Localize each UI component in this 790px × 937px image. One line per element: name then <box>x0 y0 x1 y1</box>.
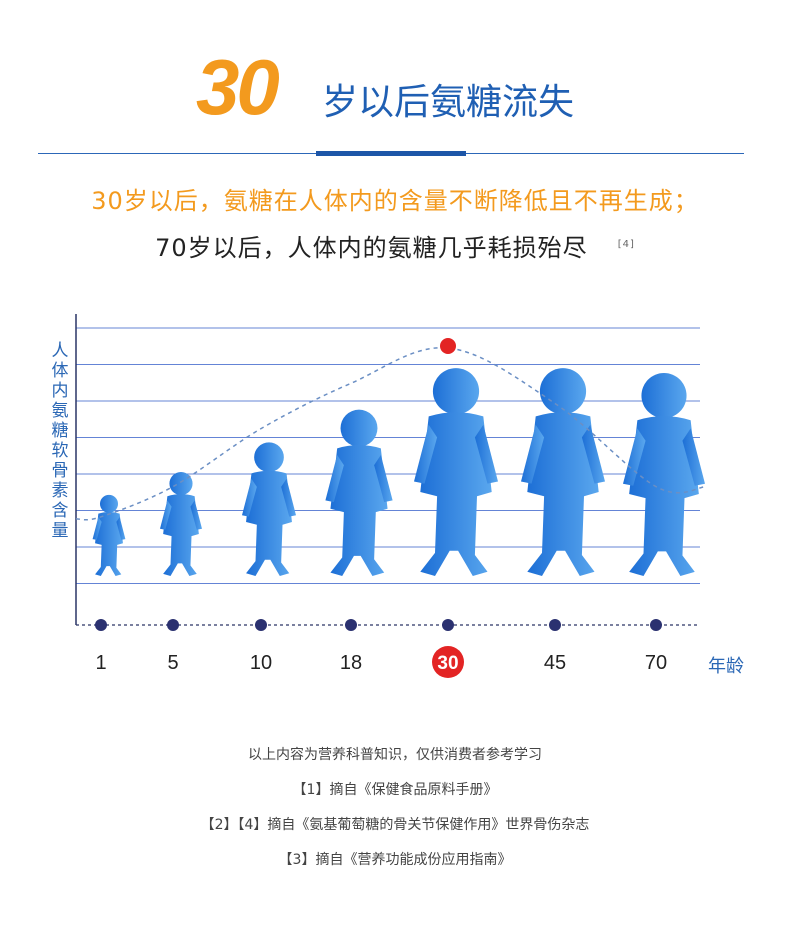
x-tick-label: 70 <box>645 652 667 674</box>
person-silhouette <box>242 442 296 576</box>
grid-lines <box>76 327 700 584</box>
subtitle-dark-text: 70岁以后，人体内的氨糖几乎耗损殆尽 <box>155 234 588 262</box>
footnote: 【3】摘自《营养功能成份应用指南》 <box>278 852 512 868</box>
title: 30 岁以后氨糖流失 <box>0 40 790 150</box>
person-silhouette <box>623 373 705 576</box>
title-text: 岁以后氨糖流失 <box>322 82 575 123</box>
x-point-marker <box>549 619 561 631</box>
footnote: 【1】摘自《保健食品原料手册》 <box>292 782 498 798</box>
x-point-marker <box>255 619 267 631</box>
y-axis-label-char: 骨 <box>52 461 69 481</box>
axes <box>75 314 700 626</box>
subtitle-reference: [4] <box>617 239 635 250</box>
footnote: 以上内容为营养科普知识，仅供消费者参考学习 <box>248 747 542 763</box>
x-markers <box>95 619 662 631</box>
person-silhouette <box>325 409 393 576</box>
x-point-marker <box>442 619 454 631</box>
subtitle-orange: 30岁以后，氨糖在人体内的含量不断降低且不再生成； <box>91 187 699 215</box>
x-tick-label: 10 <box>250 652 272 674</box>
age-silhouettes <box>92 368 705 576</box>
x-tick-label: 30 <box>437 653 458 674</box>
x-axis-label: 年龄 <box>708 656 744 677</box>
person-silhouette <box>521 368 605 576</box>
x-point-marker <box>650 619 662 631</box>
x-tick-label: 1 <box>95 652 106 674</box>
x-point-marker <box>345 619 357 631</box>
highlight-badge <box>432 646 464 678</box>
person-silhouette <box>160 472 202 576</box>
title-divider-accent <box>316 151 466 156</box>
y-axis-label-char: 量 <box>52 521 69 541</box>
x-tick-labels: 1 5 10 18 30 45 70 <box>95 646 667 678</box>
person-silhouette <box>92 494 126 576</box>
y-axis-label-char: 内 <box>52 381 69 401</box>
x-tick-label: 18 <box>340 652 362 674</box>
x-point-marker <box>167 619 179 631</box>
y-axis-label-char: 糖 <box>52 421 69 441</box>
footnote: 【2】【4】摘自《氨基葡萄糖的骨关节保健作用》世界骨伤杂志 <box>200 817 590 833</box>
y-axis-label-char: 素 <box>52 481 69 501</box>
x-point-marker <box>95 619 107 631</box>
y-axis-label-char: 体 <box>52 361 69 381</box>
footnotes: 以上内容为营养科普知识，仅供消费者参考学习 【1】摘自《保健食品原料手册》 【2… <box>0 738 790 878</box>
x-tick-label: 45 <box>544 652 566 674</box>
y-axis-label-char: 软 <box>52 441 69 461</box>
x-tick-label: 5 <box>167 652 178 674</box>
series-line <box>75 347 707 521</box>
peak-marker-layer <box>440 338 456 354</box>
y-axis-label-char: 氨 <box>52 401 69 421</box>
person-silhouette <box>414 368 498 576</box>
title-number: 30 <box>196 43 280 131</box>
y-axis-label-char: 含 <box>52 501 69 521</box>
subtitle-dark: 70岁以后，人体内的氨糖几乎耗损殆尽 [4] <box>0 228 790 263</box>
y-axis-label-char: 人 <box>52 341 69 361</box>
peak-point <box>440 338 456 354</box>
